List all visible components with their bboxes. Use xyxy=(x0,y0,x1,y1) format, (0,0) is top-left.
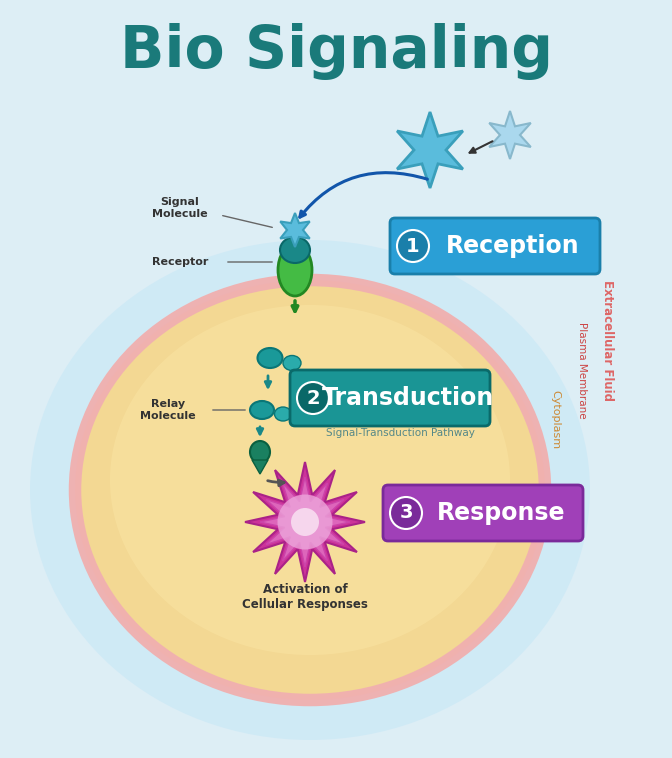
Ellipse shape xyxy=(75,280,545,700)
FancyBboxPatch shape xyxy=(383,485,583,541)
Polygon shape xyxy=(280,213,310,247)
Text: Signal
Molecule: Signal Molecule xyxy=(152,197,208,219)
Text: Cytoplasm: Cytoplasm xyxy=(550,390,560,449)
Text: Activation of
Cellular Responses: Activation of Cellular Responses xyxy=(242,583,368,611)
Ellipse shape xyxy=(278,494,333,550)
Polygon shape xyxy=(252,460,268,474)
Ellipse shape xyxy=(274,407,292,421)
FancyBboxPatch shape xyxy=(390,218,600,274)
Circle shape xyxy=(390,497,422,529)
Ellipse shape xyxy=(110,305,510,655)
Polygon shape xyxy=(245,462,365,582)
Text: Plasma Membrane: Plasma Membrane xyxy=(577,321,587,418)
Ellipse shape xyxy=(250,441,270,463)
Ellipse shape xyxy=(283,356,301,371)
Ellipse shape xyxy=(30,240,590,740)
Polygon shape xyxy=(397,112,463,188)
Text: 2: 2 xyxy=(306,389,320,408)
Ellipse shape xyxy=(257,348,282,368)
Text: 1: 1 xyxy=(406,236,420,255)
Ellipse shape xyxy=(278,244,312,296)
Ellipse shape xyxy=(280,237,310,263)
Text: Relay
Molecule: Relay Molecule xyxy=(140,399,196,421)
FancyBboxPatch shape xyxy=(290,370,490,426)
Text: Receptor: Receptor xyxy=(152,257,208,267)
Text: Extracellular Fluid: Extracellular Fluid xyxy=(601,280,614,400)
Text: Reception: Reception xyxy=(446,234,580,258)
Polygon shape xyxy=(489,111,531,159)
Text: 3: 3 xyxy=(399,503,413,522)
Text: Bio Signaling: Bio Signaling xyxy=(120,23,552,80)
Text: Transduction: Transduction xyxy=(322,386,494,410)
Polygon shape xyxy=(260,477,350,567)
Text: Signal-Transduction Pathway: Signal-Transduction Pathway xyxy=(325,428,474,438)
Ellipse shape xyxy=(250,401,274,419)
Circle shape xyxy=(297,382,329,414)
Ellipse shape xyxy=(291,508,319,536)
Circle shape xyxy=(397,230,429,262)
Text: Response: Response xyxy=(437,501,565,525)
